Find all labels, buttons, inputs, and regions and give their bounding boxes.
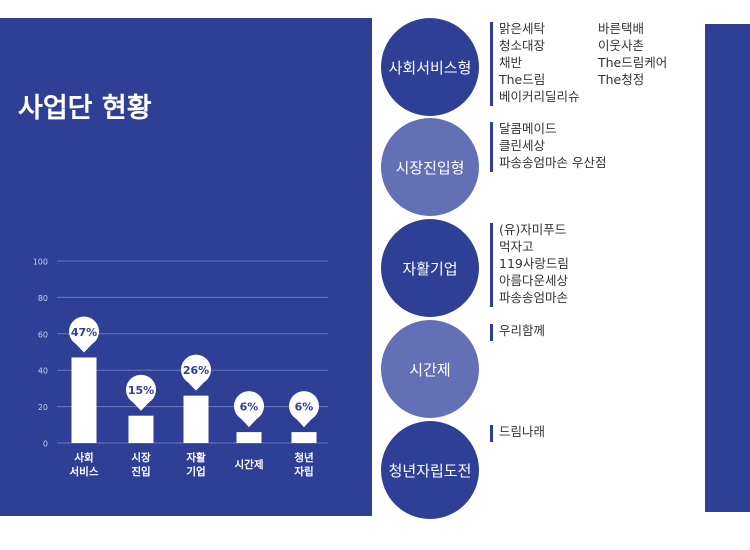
x-tick-label: 시간제	[235, 458, 264, 471]
category-circle: 사회서비스형	[381, 18, 479, 116]
value-marker	[181, 354, 211, 391]
company-name: 맑은세탁	[499, 21, 546, 36]
company-name: 먹자고	[499, 239, 534, 254]
value-marker	[289, 391, 319, 428]
bar	[71, 357, 97, 443]
value-marker	[126, 374, 156, 411]
data-label: 6%	[240, 401, 259, 414]
company-column: 드림나래	[499, 423, 545, 440]
data-label: 15%	[128, 384, 154, 397]
data-label: 26%	[183, 364, 209, 377]
y-tick-label: 80	[38, 294, 48, 303]
company-name: 아름다운세상	[499, 273, 569, 288]
company-name: 채반	[499, 55, 523, 70]
y-tick-label: 60	[38, 330, 48, 339]
bar-chart: 0 20 40 60 80 100 47% 사회 서비스 15% 시장 진입 26% 자활 기업 6% 시간제 6…	[33, 258, 328, 478]
company-name: The드림	[499, 72, 546, 87]
x-tick-label: 사회 서비스	[70, 451, 99, 478]
group-accent-bar	[490, 324, 493, 341]
company-name: The청정	[598, 72, 645, 87]
company-name: 바른택배	[598, 21, 645, 36]
category-circle: 청년자립도전	[381, 421, 479, 519]
x-tick-label: 자활 기업	[186, 451, 206, 478]
right-accent-bar	[705, 24, 750, 512]
y-tick-label: 20	[38, 403, 48, 412]
company-name: 119사랑드림	[499, 256, 569, 271]
y-tick-label: 40	[38, 367, 48, 376]
group-accent-bar	[490, 223, 493, 307]
company-name: 드림나래	[499, 424, 546, 439]
bar	[236, 432, 262, 443]
bar	[128, 415, 154, 443]
data-label: 6%	[295, 401, 314, 414]
company-name: 클린세상	[499, 138, 546, 153]
company-column: 우리함께	[499, 322, 545, 339]
company-name: 우리함께	[499, 323, 546, 338]
group-accent-bar	[490, 22, 493, 106]
y-tick-label: 0	[43, 440, 48, 449]
data-label: 47%	[71, 326, 97, 339]
company-name: The드림케어	[598, 55, 668, 70]
company-name: (유)자미푸드	[499, 222, 567, 237]
value-marker	[234, 391, 265, 428]
y-tick-label: 100	[33, 258, 48, 267]
page-title: 사업단 현황	[18, 93, 152, 124]
company-name: 파송송엄마손 우산점	[499, 155, 607, 170]
company-name: 달콤메이드	[499, 121, 557, 136]
group-accent-bar	[490, 425, 493, 442]
company-name: 청소대장	[499, 38, 546, 53]
company-name: 베이커리딜리슈	[499, 89, 580, 104]
bar	[291, 432, 317, 443]
bar	[183, 395, 209, 443]
category-circle: 시장진입형	[381, 118, 479, 216]
x-tick-label: 청년 자립	[294, 451, 313, 478]
company-name: 파송송엄마손	[499, 290, 569, 305]
group-accent-bar	[490, 122, 493, 172]
category-circle: 시간제	[381, 320, 479, 418]
category-circle: 자활기업	[381, 219, 479, 317]
value-marker	[69, 316, 100, 353]
company-name: 이웃사촌	[598, 38, 645, 53]
x-tick-label: 시장 진입	[131, 451, 151, 478]
